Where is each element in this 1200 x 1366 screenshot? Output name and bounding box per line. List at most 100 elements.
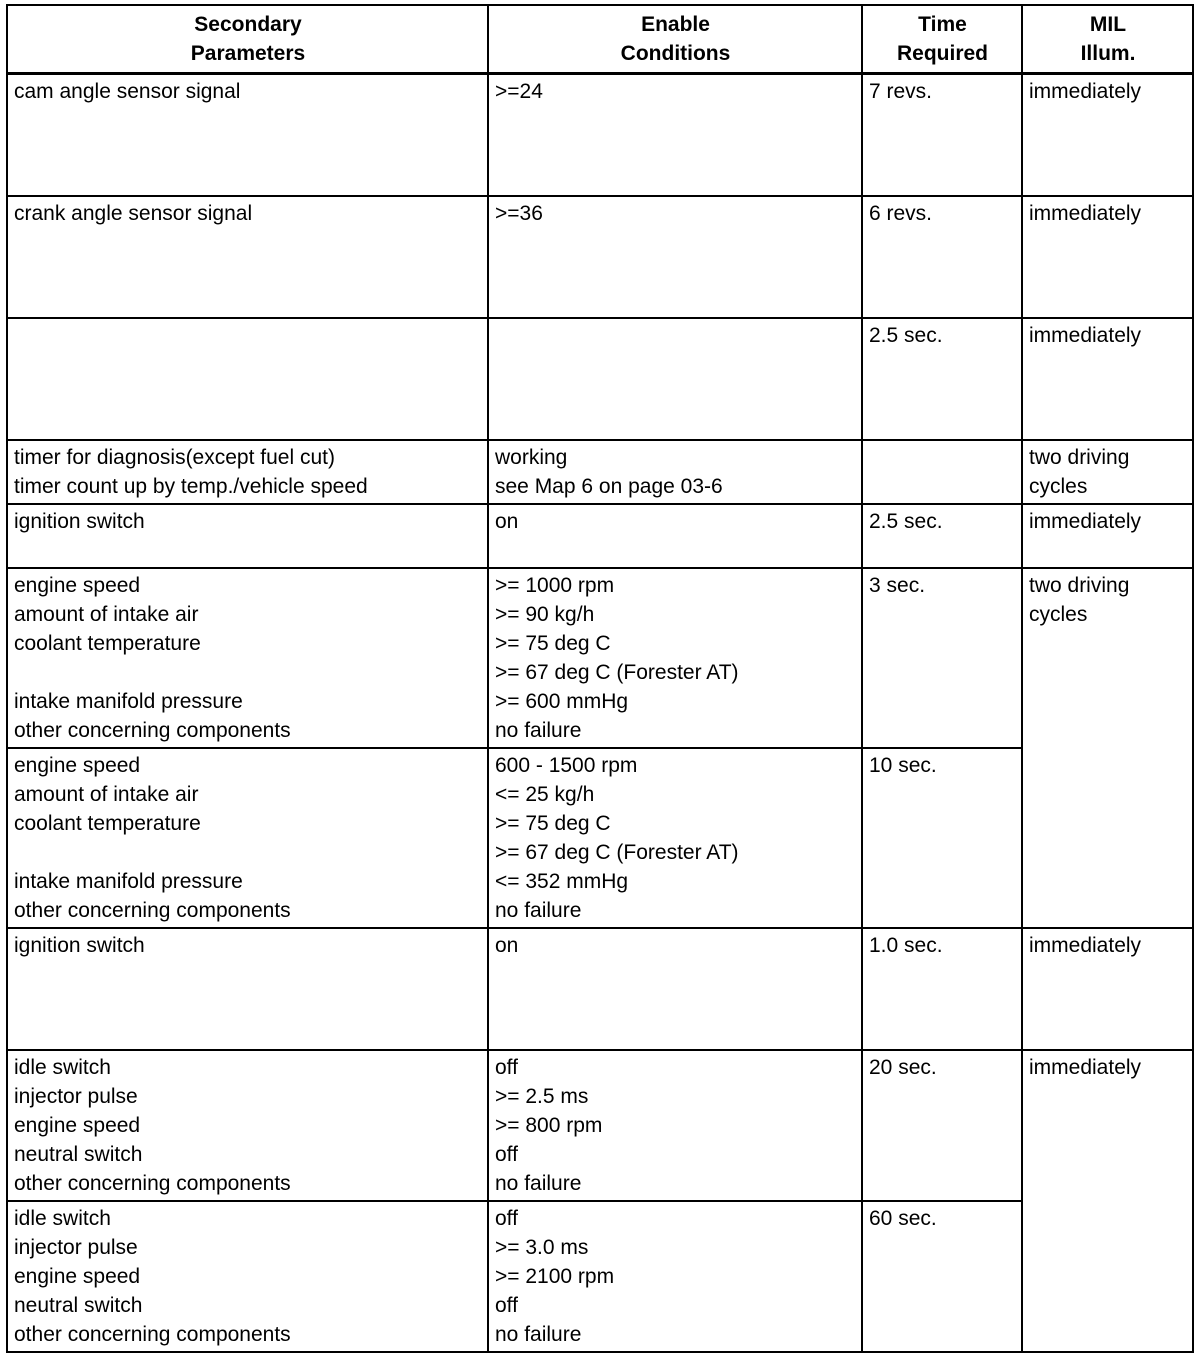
text-line: neutral switch — [14, 1143, 143, 1166]
text-line — [14, 838, 482, 867]
text-line: coolant temperature — [14, 812, 201, 835]
text-line — [495, 379, 856, 408]
text-line: no failure — [495, 899, 582, 922]
text-line: intake manifold pressure — [14, 690, 243, 713]
text-line: other concerning components — [14, 719, 291, 742]
text-line: off — [495, 1207, 518, 1230]
text-line — [495, 350, 856, 379]
header-line-1: MIL — [1089, 13, 1127, 36]
cell-conditions: on — [487, 503, 863, 569]
text-line — [14, 379, 482, 408]
cell-mil-illum: immediately — [1021, 317, 1194, 441]
text-line: engine speed — [14, 574, 141, 597]
text-line: amount of intake air — [14, 783, 199, 806]
header-line-2: Conditions — [620, 42, 731, 65]
cell-conditions: >= 1000 rpm >= 90 kg/h >= 75 deg C >= 67 de… — [487, 567, 863, 749]
param-lines: crank angle sensor signal — [14, 199, 482, 315]
header-line-1: Enable — [641, 13, 710, 36]
cell-parameters: cam angle sensor signal — [6, 72, 489, 197]
cell-mil-illum: two driving cycles — [1021, 439, 1194, 505]
text-line: crank angle sensor signal — [14, 202, 253, 225]
cell-conditions: off >= 3.0 ms >= 2100 rpm off no failure — [487, 1200, 863, 1353]
text-line: >= 75 deg C — [495, 812, 611, 835]
column-header-time-required: Time Required — [861, 4, 1023, 75]
table-row: idle switch injector pulse engine speed neu… — [6, 1049, 1194, 1353]
text-line: no failure — [495, 719, 582, 742]
text-line: cam angle sensor signal — [14, 80, 241, 103]
cell-time-required: 60 sec. — [861, 1200, 1023, 1353]
text-line: injector pulse — [14, 1236, 138, 1259]
text-line — [495, 1018, 856, 1047]
condition-lines: >=24 — [495, 77, 856, 193]
param-lines — [14, 321, 482, 437]
text-line: on — [495, 934, 519, 957]
cell-parameters: idle switch injector pulse engine speed neu… — [6, 1049, 489, 1202]
header-line-2: Required — [896, 42, 988, 65]
text-line: two driving — [1029, 574, 1130, 597]
header-line-1: Time — [918, 13, 967, 36]
header-line-2: Illum. — [1080, 42, 1136, 65]
text-line: >= 600 mmHg — [495, 690, 629, 713]
cell-parameters: ignition switch — [6, 927, 489, 1051]
table-row: ignition switch on 1.0 sec. immediately — [6, 927, 1194, 1051]
text-line: see Map 6 on page 03-6 — [495, 475, 723, 498]
cell-conditions: on — [487, 927, 863, 1051]
text-line: >= 67 deg C (Forester AT) — [495, 661, 739, 684]
table-row: crank angle sensor signal >=36 6 revs. i… — [6, 195, 1194, 319]
text-line — [14, 257, 482, 286]
condition-lines: off >= 2.5 ms >= 800 rpm off no failure — [495, 1053, 856, 1198]
text-line — [495, 228, 856, 257]
text-line: other concerning components — [14, 1323, 291, 1346]
text-line — [14, 321, 482, 350]
param-lines: ignition switch — [14, 507, 482, 565]
param-lines: idle switch injector pulse engine speed neu… — [14, 1053, 482, 1198]
text-line: working — [495, 446, 568, 469]
cell-mil-illum: immediately — [1021, 503, 1194, 569]
text-line — [495, 408, 856, 437]
text-line: no failure — [495, 1172, 582, 1195]
cell-time-required: 6 revs. — [861, 195, 1023, 319]
cell-parameters: engine speed amount of intake air coolant … — [6, 747, 489, 929]
param-lines: engine speed amount of intake air coolant … — [14, 751, 482, 925]
condition-lines: on — [495, 931, 856, 1047]
table-row: idle switch injector pulse engine speed neu… — [6, 1200, 1193, 1353]
text-line: other concerning components — [14, 899, 291, 922]
param-lines: idle switch injector pulse engine speed neu… — [14, 1204, 482, 1349]
table-body: cam angle sensor signal >=24 7 revs. imm… — [6, 72, 1194, 1353]
text-line — [14, 286, 482, 315]
cell-mil-illum: immediately — [1021, 927, 1194, 1051]
cell-parameters — [6, 317, 489, 441]
text-line: amount of intake air — [14, 603, 199, 626]
header-line-2: Parameters — [190, 42, 306, 65]
text-line — [495, 286, 856, 315]
text-line: injector pulse — [14, 1085, 138, 1108]
cell-time-required: 2.5 sec. — [861, 317, 1023, 441]
text-line — [14, 960, 482, 989]
cell-time-required: 7 revs. — [861, 72, 1023, 197]
text-line: >= 800 rpm — [495, 1114, 603, 1137]
cell-conditions: 600 - 1500 rpm <= 25 kg/h >= 75 deg C >= 67… — [487, 747, 863, 929]
cell-time-required — [861, 439, 1023, 505]
text-line — [495, 135, 856, 164]
text-line: >= 67 deg C (Forester AT) — [495, 841, 739, 864]
text-line: off — [495, 1294, 518, 1317]
text-line — [495, 536, 856, 565]
text-line — [495, 321, 856, 350]
text-line: >= 3.0 ms — [495, 1236, 589, 1259]
text-line: engine speed — [14, 754, 141, 777]
column-header-secondary-parameters: Secondary Parameters — [6, 4, 489, 75]
table-row: engine speed amount of intake air coolant … — [6, 747, 1193, 929]
text-line — [14, 135, 482, 164]
condition-lines: >= 1000 rpm >= 90 kg/h >= 75 deg C >= 67 de… — [495, 571, 856, 745]
text-line: intake manifold pressure — [14, 870, 243, 893]
text-line: >=36 — [495, 202, 543, 225]
text-line: idle switch — [14, 1056, 111, 1079]
text-line: ignition switch — [14, 510, 145, 533]
table-row: ignition switch on 2.5 sec. immediately — [6, 503, 1194, 569]
condition-lines: 600 - 1500 rpm <= 25 kg/h >= 75 deg C >= 67… — [495, 751, 856, 925]
table-row: engine speed amount of intake air coolant … — [6, 567, 1194, 929]
text-line — [14, 536, 482, 565]
text-line: cycles — [1029, 603, 1088, 626]
text-line: engine speed — [14, 1114, 141, 1137]
text-line: off — [495, 1056, 518, 1079]
